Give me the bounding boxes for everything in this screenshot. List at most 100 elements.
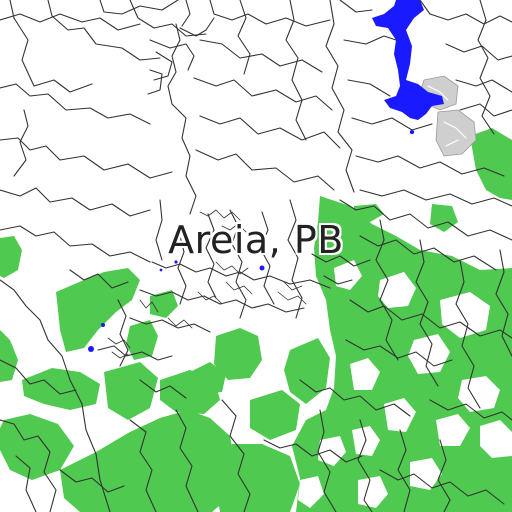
- vegetation-area: [0, 236, 22, 278]
- road: [0, 137, 173, 179]
- road: [9, 0, 93, 93]
- road: [427, 85, 449, 101]
- road: [415, 239, 439, 387]
- road: [311, 253, 371, 267]
- road: [147, 69, 163, 95]
- road: [357, 419, 373, 512]
- street: [167, 317, 193, 329]
- vegetation-area: [126, 320, 158, 360]
- clearing: [350, 358, 380, 390]
- road: [437, 439, 451, 512]
- road: [445, 139, 459, 147]
- road: [99, 0, 179, 15]
- road: [259, 211, 275, 305]
- vegetation-area: [214, 328, 262, 380]
- road: [179, 17, 215, 37]
- road: [129, 0, 207, 37]
- road: [397, 429, 411, 512]
- vegetation-area: [56, 268, 140, 352]
- road: [351, 117, 433, 131]
- road: [325, 0, 355, 193]
- water-layer: [88, 0, 444, 352]
- vegetation-area: [430, 204, 458, 232]
- road: [339, 199, 512, 241]
- road: [347, 79, 391, 97]
- road: [153, 51, 173, 81]
- road: [443, 121, 467, 139]
- clearing: [410, 458, 442, 490]
- road: [355, 155, 505, 177]
- road: [0, 225, 151, 263]
- vegetation-area: [104, 362, 158, 420]
- pond: [174, 260, 178, 264]
- street: [225, 281, 253, 295]
- road: [15, 455, 37, 512]
- pond: [88, 346, 94, 352]
- road: [359, 189, 512, 207]
- vegetation-area: [0, 330, 18, 382]
- road: [263, 439, 363, 463]
- road: [199, 115, 341, 149]
- road: [205, 213, 217, 299]
- road: [177, 235, 187, 305]
- road: [0, 187, 151, 217]
- road: [0, 83, 151, 125]
- vegetation-area: [284, 338, 330, 404]
- road: [285, 0, 307, 141]
- reservoir: [372, 0, 444, 120]
- road: [477, 0, 495, 135]
- road: [419, 0, 512, 25]
- road: [455, 259, 481, 409]
- street: [221, 223, 247, 233]
- road: [59, 469, 125, 493]
- pond: [409, 129, 415, 135]
- road: [495, 249, 512, 357]
- street: [111, 351, 129, 359]
- road: [129, 317, 211, 333]
- vegetation-area: [190, 362, 226, 394]
- road: [343, 35, 397, 45]
- road: [429, 399, 512, 421]
- road: [13, 109, 29, 177]
- vegetation-area: [470, 128, 512, 200]
- vegetation-area: [60, 410, 236, 512]
- road: [221, 399, 251, 512]
- road: [199, 39, 323, 73]
- clearing: [436, 414, 470, 446]
- urban-layer: [419, 75, 477, 157]
- road: [229, 209, 247, 319]
- road: [149, 39, 195, 71]
- road: [0, 359, 77, 395]
- street: [277, 291, 307, 305]
- road: [139, 289, 305, 313]
- road: [359, 235, 497, 271]
- street: [283, 281, 303, 291]
- pond: [101, 323, 105, 327]
- vegetation-area: [250, 390, 300, 440]
- pond: [259, 265, 265, 271]
- road: [193, 77, 333, 111]
- vegetation-area: [22, 368, 100, 410]
- road: [47, 0, 161, 61]
- road: [0, 419, 57, 512]
- clearing: [334, 260, 362, 290]
- road: [459, 103, 512, 117]
- road: [345, 339, 453, 367]
- road: [375, 219, 399, 361]
- road: [0, 279, 111, 512]
- clearing: [358, 476, 388, 508]
- road: [129, 419, 157, 512]
- clearing: [440, 292, 490, 338]
- street: [197, 291, 223, 305]
- road: [97, 345, 173, 361]
- road: [445, 43, 512, 61]
- street: [199, 209, 241, 221]
- road: [349, 299, 512, 339]
- road: [237, 0, 251, 75]
- road: [317, 409, 337, 512]
- road: [455, 79, 512, 93]
- clearing: [298, 476, 324, 508]
